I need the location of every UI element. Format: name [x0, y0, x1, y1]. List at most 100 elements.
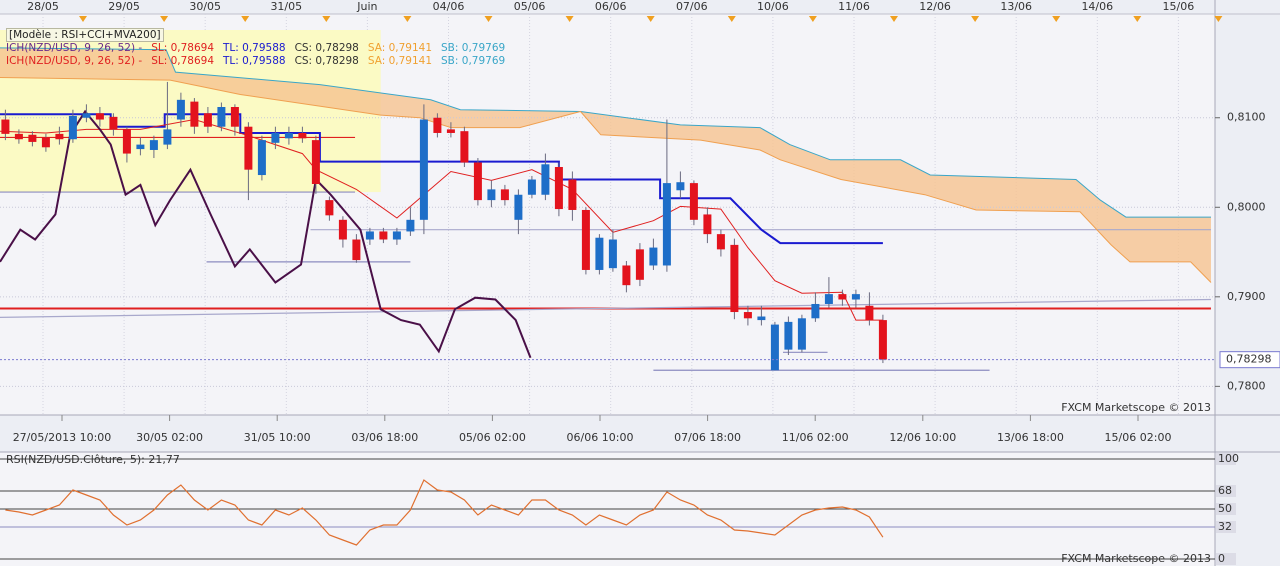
- event-marker: [971, 16, 980, 22]
- candle-body: [568, 179, 577, 210]
- candle-body: [446, 129, 455, 133]
- y-tick-label: 0,8100: [1227, 111, 1266, 124]
- event-marker: [1133, 16, 1142, 22]
- top-date-label: 04/06: [433, 0, 465, 13]
- y-tick-label: 68: [1218, 484, 1232, 497]
- event-marker: [79, 16, 87, 22]
- y-tick-label: 0: [1218, 552, 1225, 565]
- top-date-label: 31/05: [270, 0, 302, 13]
- trend-line: [0, 298, 1211, 319]
- event-marker: [403, 16, 412, 22]
- candle-body: [163, 129, 172, 145]
- candle-body: [460, 131, 469, 163]
- candle-body: [379, 231, 388, 240]
- x-tick-label: 27/05/2013 10:00: [13, 431, 112, 444]
- candle-body: [1, 119, 10, 134]
- candle-body: [676, 182, 685, 191]
- top-date-label: 13/06: [1000, 0, 1032, 13]
- legend: [Modèle : RSI+CCI+MVA200] ICH(NZD/USD, 9,…: [6, 28, 514, 68]
- event-marker: [322, 16, 331, 22]
- y-tick-box: [1216, 521, 1236, 533]
- candle-body: [716, 234, 725, 250]
- x-tick-label: 06/06 10:00: [567, 431, 634, 444]
- y-tick-box: [1216, 453, 1236, 465]
- candle-body: [595, 237, 604, 270]
- candle-body: [500, 189, 509, 201]
- top-date-label: 07/06: [676, 0, 708, 13]
- candle-body: [257, 140, 266, 176]
- candle-body: [581, 209, 590, 270]
- candle-body: [473, 162, 482, 201]
- candle-body: [55, 133, 64, 140]
- legend-entry: SL: 0,78694: [151, 55, 214, 67]
- top-date-label: 05/06: [514, 0, 546, 13]
- candle-body: [851, 294, 860, 300]
- candle-body: [622, 265, 631, 286]
- candle-body: [703, 214, 712, 235]
- candle-body: [689, 183, 698, 220]
- x-tick-label: 30/05 02:00: [136, 431, 203, 444]
- candle-body: [217, 107, 226, 127]
- candle-body: [527, 179, 536, 195]
- last-price-label: 0,78298: [1226, 353, 1272, 366]
- candle-body: [136, 144, 145, 150]
- top-date-label: 12/06: [919, 0, 951, 13]
- event-marker: [160, 16, 169, 22]
- candle-body: [28, 134, 37, 142]
- y-tick-box: [1216, 503, 1236, 515]
- y-tick-label: 50: [1218, 502, 1232, 515]
- legend-entry: CS: 0,78298: [294, 42, 359, 54]
- candle-body: [784, 321, 793, 350]
- candle-body: [878, 320, 887, 360]
- legend-entry: SB: 0,79769: [441, 42, 506, 54]
- top-date-label: 14/06: [1081, 0, 1113, 13]
- top-date-label: 10/06: [757, 0, 789, 13]
- indicator-line: [0, 47, 1211, 218]
- legend-entry: TL: 0,79588: [223, 55, 286, 67]
- cloud-fill: [0, 47, 1211, 283]
- candle-body: [109, 116, 118, 130]
- top-date-label: 29/05: [108, 0, 140, 13]
- candle-body: [824, 294, 833, 304]
- watermark: FXCM Marketscope © 2013: [1061, 552, 1211, 565]
- candle-body: [176, 99, 185, 120]
- watermark: FXCM Marketscope © 2013: [1061, 401, 1211, 414]
- candle-body: [797, 318, 806, 350]
- legend-entry: ICH(NZD/USD, 9, 26, 52) -: [6, 55, 143, 67]
- legend-entry: SB: 0,79769: [441, 55, 506, 67]
- candle-body: [838, 294, 847, 300]
- candle-body: [865, 305, 874, 321]
- candle-body: [271, 132, 280, 143]
- legend-row: ICH(NZD/USD, 9, 26, 52) - SL: 0,78694 TL: …: [6, 55, 514, 68]
- y-tick-label: 0,7900: [1227, 290, 1266, 303]
- top-date-label: 28/05: [27, 0, 59, 13]
- candle-body: [730, 244, 739, 313]
- candle-body: [649, 247, 658, 266]
- event-marker: [727, 16, 736, 22]
- candle-body: [757, 316, 766, 321]
- legend-entry: [Modèle : RSI+CCI+MVA200]: [6, 28, 164, 42]
- candle-body: [230, 107, 239, 127]
- y-tick-label: 0,8000: [1227, 200, 1266, 213]
- event-marker: [484, 16, 493, 22]
- legend-entry: SA: 0,79141: [367, 42, 433, 54]
- x-tick-label: 05/06 02:00: [459, 431, 526, 444]
- top-date-label: 15/06: [1163, 0, 1195, 13]
- event-marker: [565, 16, 574, 22]
- candle-body: [662, 183, 671, 266]
- top-date-label: 06/06: [595, 0, 627, 13]
- candle-body: [325, 200, 334, 216]
- legend-entry: TL: 0,79588: [223, 42, 286, 54]
- x-tick-label: 07/06 18:00: [674, 431, 741, 444]
- y-tick-label: 32: [1218, 520, 1232, 533]
- legend-entry: SL: 0,78694: [151, 42, 214, 54]
- x-tick-label: 31/05 10:00: [244, 431, 311, 444]
- candle-body: [608, 239, 617, 269]
- candle-body: [203, 113, 212, 127]
- last-price-box: [1219, 351, 1280, 369]
- candle-body: [190, 101, 199, 127]
- x-tick-label: 11/06 02:00: [782, 431, 849, 444]
- legend-entry: ICH(NZD/USD, 9, 26, 52) -: [6, 42, 143, 54]
